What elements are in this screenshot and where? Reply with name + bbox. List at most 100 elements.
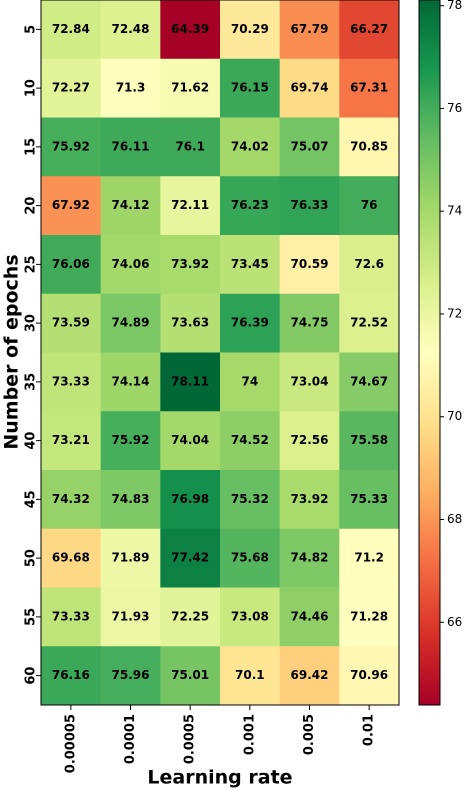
- cell-label: 67.79: [291, 22, 329, 36]
- cell-label: 75.68: [231, 551, 269, 565]
- heatmap-cell: [160, 58, 221, 118]
- heatmap-cell: [339, 411, 400, 471]
- heatmap-cell: [339, 646, 400, 706]
- heatmap-cell: [220, 646, 281, 706]
- cell-label: 76.33: [291, 198, 329, 212]
- heatmap-cell: [279, 646, 340, 706]
- heatmap-cell: [279, 470, 340, 530]
- x-tick-label: 0.00005: [63, 714, 78, 773]
- heatmap-cell: [220, 470, 281, 530]
- heatmap-cell: [339, 528, 400, 588]
- cell-label: 76.1: [175, 139, 205, 153]
- y-tick-label: 50: [24, 549, 39, 567]
- heatmap-cell: [100, 293, 161, 353]
- heatmap-cell: [41, 528, 102, 588]
- cell-label: 75.07: [291, 139, 329, 153]
- cell-label: 76.39: [231, 316, 269, 330]
- cell-label: 71.28: [350, 609, 388, 623]
- heatmap-cell: [339, 587, 400, 647]
- heatmap-cell: [41, 58, 102, 118]
- x-axis-title: Learning rate: [147, 767, 292, 789]
- heatmap-cell: [279, 117, 340, 177]
- cell-label: 74.06: [112, 257, 150, 271]
- cell-label: 71.93: [112, 609, 150, 623]
- heatmap-cell: [160, 235, 221, 295]
- cell-label: 72.27: [52, 81, 90, 95]
- cell-label: 76.98: [171, 492, 209, 506]
- y-tick-label: 30: [24, 314, 39, 332]
- cell-label: 70.59: [291, 257, 329, 271]
- cell-label: 75.01: [171, 668, 209, 682]
- cell-label: 73.63: [171, 316, 209, 330]
- cell-label: 66.27: [350, 22, 388, 36]
- y-tick-label: 60: [24, 667, 39, 685]
- heatmap-cell: [41, 176, 102, 236]
- heatmap-cell: [279, 411, 340, 471]
- x-tick-label: 0.005: [302, 714, 317, 755]
- heatmap-cell: [100, 0, 161, 60]
- y-tick-label: 15: [24, 138, 39, 156]
- heatmap-cell: [41, 117, 102, 177]
- cell-label: 74.75: [291, 316, 329, 330]
- cell-label: 73.33: [52, 374, 90, 388]
- cell-label: 72.48: [112, 22, 150, 36]
- cell-label: 74.83: [112, 492, 150, 506]
- cell-label: 75.32: [231, 492, 269, 506]
- colorbar-tick-label: 66: [447, 615, 462, 629]
- cell-label: 73.92: [171, 257, 209, 271]
- heatmap-cell: [41, 293, 102, 353]
- cell-label: 75.33: [350, 492, 388, 506]
- y-tick-label: 45: [24, 490, 39, 508]
- cell-label: 70.1: [235, 668, 265, 682]
- colorbar-tick-label: 68: [447, 512, 462, 526]
- heatmap-cell: [41, 646, 102, 706]
- y-tick-label: 25: [24, 255, 39, 273]
- cell-label: 76.15: [231, 81, 269, 95]
- heatmap-cell: [160, 293, 221, 353]
- cell-label: 76.16: [52, 668, 90, 682]
- cell-label: 72.11: [171, 198, 209, 212]
- heatmap-cell: [339, 352, 400, 412]
- cell-label: 71.2: [354, 551, 384, 565]
- y-tick-label: 35: [24, 373, 39, 391]
- heatmap-cell: [100, 470, 161, 530]
- heatmap-cell: [220, 411, 281, 471]
- heatmap-cell: [41, 470, 102, 530]
- heatmap-cell: [220, 58, 281, 118]
- heatmap-cell: [41, 0, 102, 60]
- colorbar-tick-label: 76: [447, 101, 462, 115]
- heatmap-cell: [339, 293, 400, 353]
- heatmap-cell: [339, 470, 400, 530]
- cell-label: 72.6: [354, 257, 384, 271]
- cell-label: 74.12: [112, 198, 150, 212]
- cell-label: 74.82: [291, 551, 329, 565]
- heatmap-cell: [279, 58, 340, 118]
- heatmap-cell: [100, 352, 161, 412]
- cell-label: 67.31: [350, 81, 388, 95]
- cell-label: 70.29: [231, 22, 269, 36]
- colorbar-tick-label: 74: [447, 204, 462, 218]
- heatmap-cell: [279, 0, 340, 60]
- cell-label: 74.32: [52, 492, 90, 506]
- colorbar: [418, 0, 441, 706]
- heatmap-cell: [339, 0, 400, 60]
- cell-label: 71.62: [171, 81, 209, 95]
- heatmap-cell: [160, 411, 221, 471]
- cell-label: 72.84: [52, 22, 90, 36]
- heatmap-cell: [339, 58, 400, 118]
- cell-label: 70.85: [350, 139, 388, 153]
- heatmap-cell: [100, 411, 161, 471]
- heatmap-cell: [41, 352, 102, 412]
- cell-label: 76.23: [231, 198, 269, 212]
- cell-label: 64.39: [171, 22, 209, 36]
- colorbar-tick-label: 70: [447, 409, 462, 423]
- cell-label: 73.59: [52, 316, 90, 330]
- y-tick-label: 20: [24, 197, 39, 215]
- cell-label: 74.46: [291, 609, 329, 623]
- cell-label: 72.56: [291, 433, 329, 447]
- x-tick-label: 0.0005: [183, 714, 198, 764]
- heatmap-cell: [279, 235, 340, 295]
- cell-label: 75.58: [350, 433, 388, 447]
- heatmap-cell: [160, 646, 221, 706]
